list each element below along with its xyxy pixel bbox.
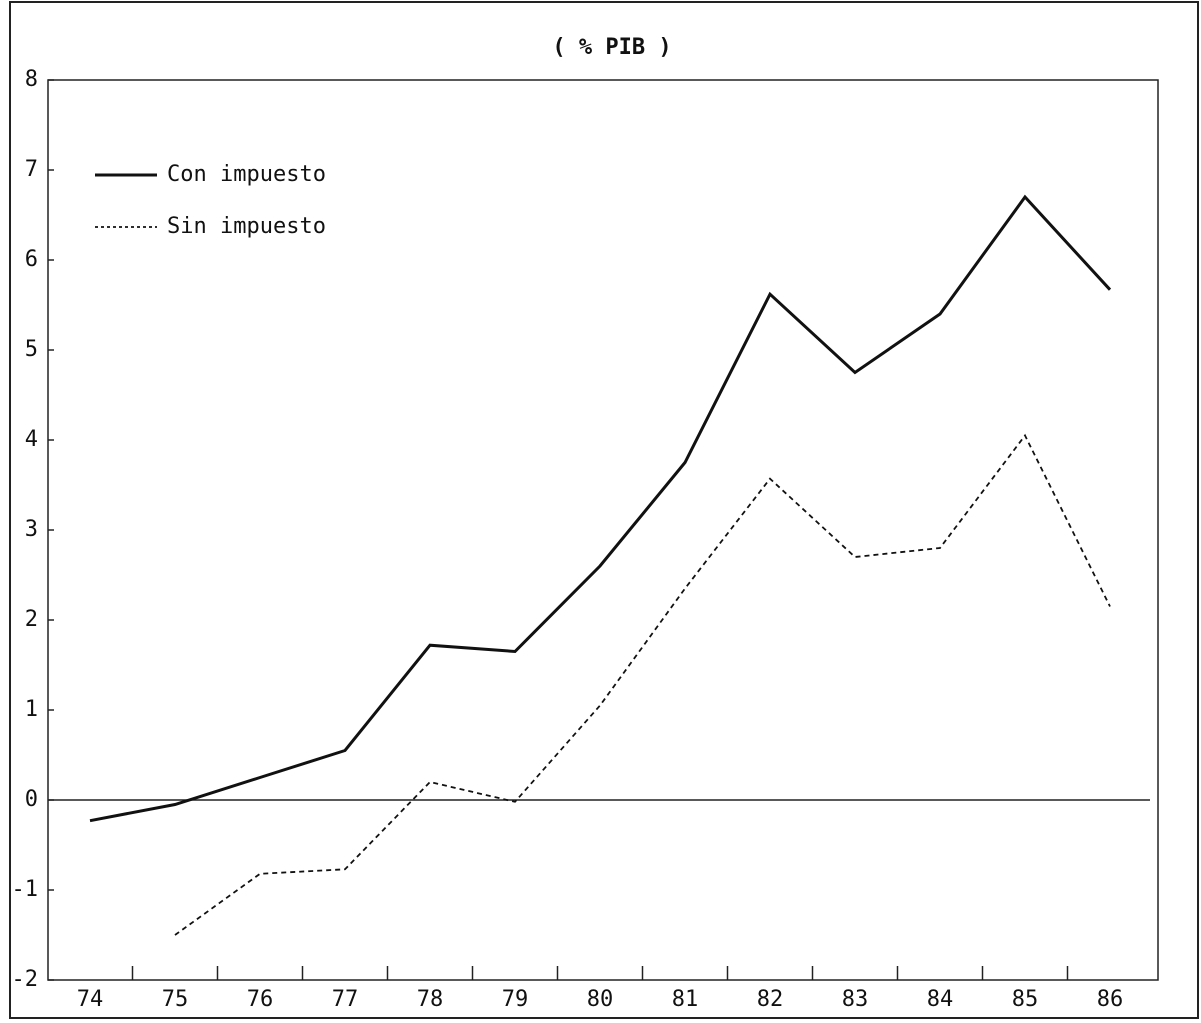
y-tick-label: 5 [25,337,38,362]
x-tick-label: 81 [672,987,699,1012]
y-tick-label: 0 [25,787,38,812]
x-tick-label: 76 [247,987,274,1012]
y-tick-label: 1 [25,697,38,722]
x-tick-label: 80 [587,987,614,1012]
x-tick-label: 78 [417,987,444,1012]
y-tick-label: 4 [25,427,38,452]
x-tick-label: 75 [162,987,189,1012]
x-tick-label: 83 [842,987,869,1012]
x-tick-label: 79 [502,987,529,1012]
x-tick-label: 77 [332,987,359,1012]
y-tick-label: -1 [12,877,39,902]
x-tick-label: 86 [1097,987,1124,1012]
y-tick-label: 8 [25,67,38,92]
y-tick-label: 3 [25,517,38,542]
y-tick-label: -2 [12,967,39,992]
series-line [174,433,1111,936]
chart-title: ( % PIB ) [552,35,671,60]
y-tick-label: 7 [25,157,38,182]
y-tick-label: 2 [25,607,38,632]
x-tick-label: 85 [1012,987,1039,1012]
y-tick-label: 6 [25,247,38,272]
x-tick-label: 74 [77,987,104,1012]
legend-label: Con impuesto [167,162,326,187]
frame [9,1,1199,1019]
x-tick-label: 82 [757,987,784,1012]
legend-label: Sin impuesto [167,214,326,239]
series-line [89,194,1112,823]
x-tick-label: 84 [927,987,954,1012]
